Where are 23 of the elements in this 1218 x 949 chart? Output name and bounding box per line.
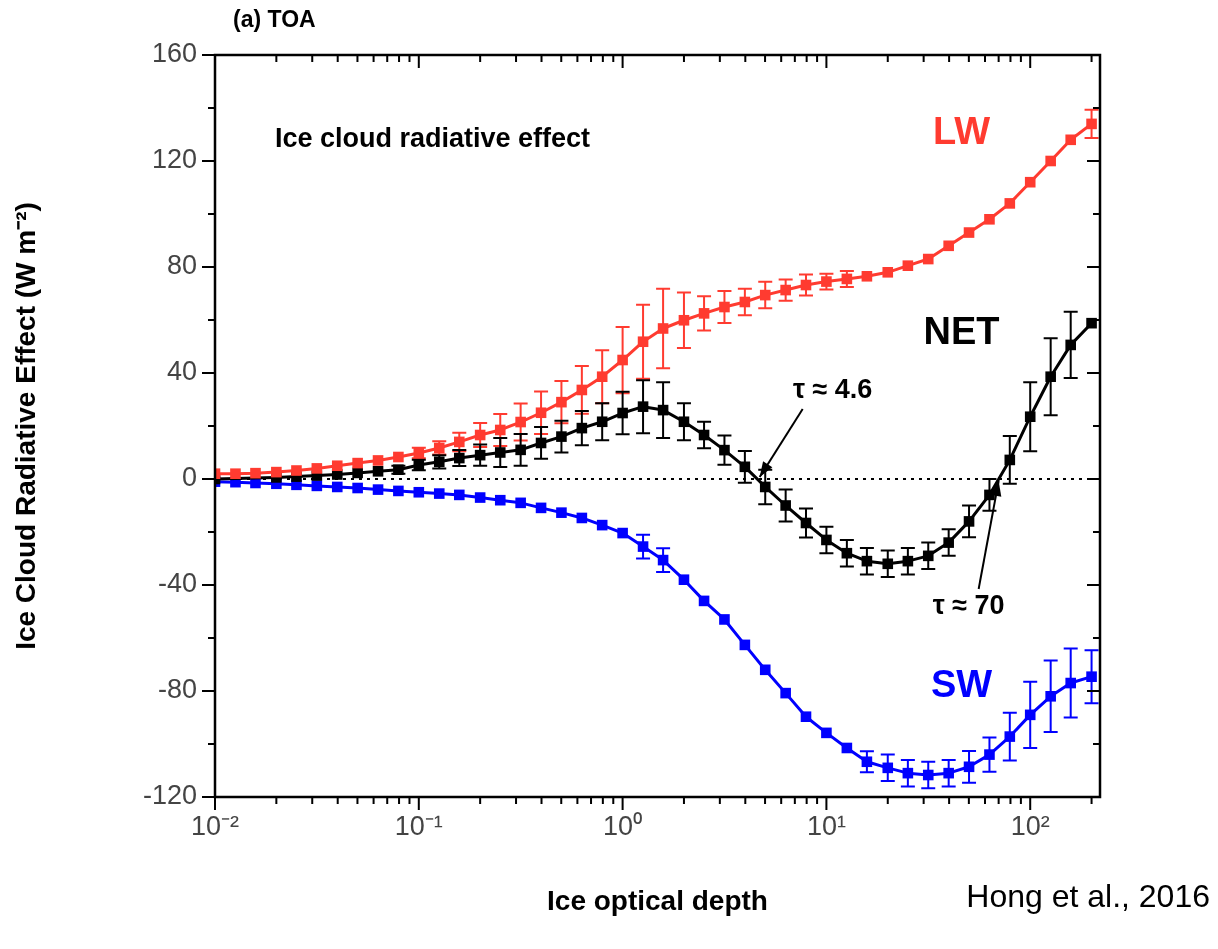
x-tick-label: 10¹ (806, 810, 846, 841)
annotation: τ ≈ 4.6 (792, 374, 873, 405)
x-tick-label: 10⁰ (603, 810, 643, 841)
series-label: LW (933, 110, 991, 153)
annotation: τ ≈ 70 (932, 590, 1005, 621)
y-tick-label: -80 (157, 674, 197, 705)
x-tick-label: 10⁻² (190, 810, 240, 841)
text: Hong et al., 2016 (966, 878, 1210, 914)
y-tick-label: -120 (142, 780, 197, 811)
y-tick-label: 160 (151, 38, 197, 69)
y-tick-label: 120 (151, 144, 197, 175)
series-label: NET (923, 309, 1000, 352)
series-label: SW (930, 663, 993, 706)
chart-title: (a) TOA (233, 6, 316, 32)
x-axis-title: Ice optical depth (547, 884, 768, 916)
y-tick-label: -40 (157, 568, 197, 599)
x-tick-label: 10⁻¹ (394, 810, 443, 841)
y-tick-label: 0 (181, 462, 197, 493)
y-tick-label: 40 (166, 356, 197, 387)
annotation: Ice cloud radiative effect (275, 123, 591, 153)
y-tick-label: 80 (166, 250, 197, 281)
x-tick-label: 10² (1010, 810, 1050, 841)
y-axis-title: Ice Cloud Radiative Effect (W m⁻²) (9, 202, 41, 650)
